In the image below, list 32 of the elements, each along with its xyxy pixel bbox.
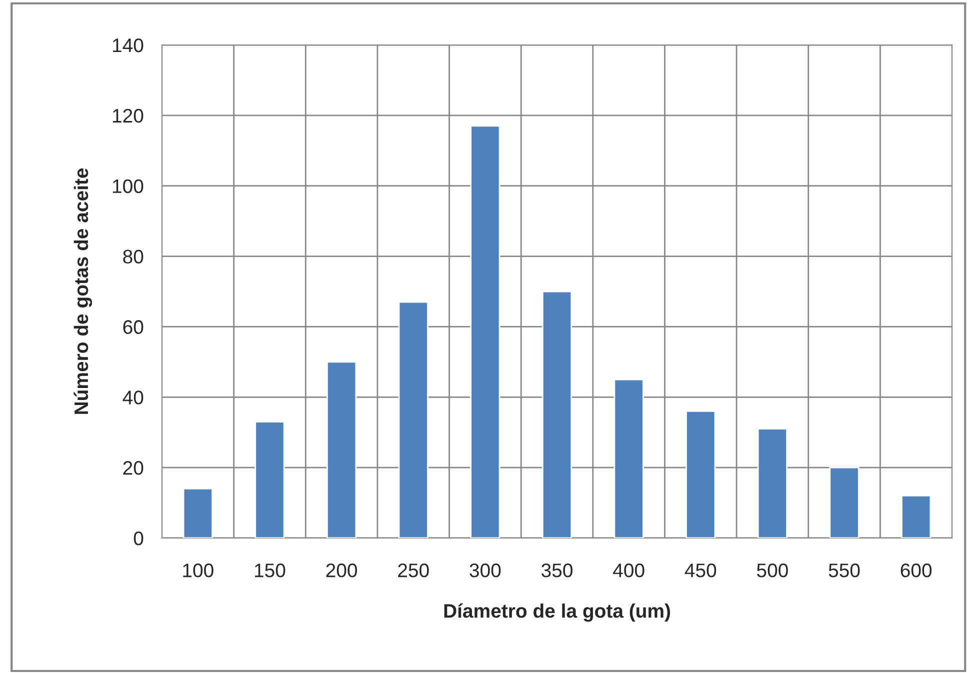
y-tick-label: 140 [112,38,144,52]
bar [470,125,500,538]
x-tick-label: 150 [254,564,286,578]
bar [757,428,788,538]
x-tick-label: 300 [470,564,501,578]
y-tick-label: 20 [123,461,144,475]
bar [686,410,716,538]
bar [614,378,644,538]
x-tick-label: 200 [326,564,358,578]
x-tick-label: 500 [757,564,788,578]
y-tick-label: 60 [123,320,144,334]
x-tick-label: 250 [398,564,429,578]
x-tick-label: 450 [684,564,716,578]
x-tick-label: 400 [613,564,644,578]
bar [398,301,428,538]
y-tick-label: 120 [112,108,144,123]
x-tick-label: 550 [828,564,860,578]
y-axis-title: Número de gotas de aceite [74,168,92,414]
bar [901,495,932,538]
x-tick-label: 600 [900,564,932,578]
x-axis-title: Díametro de la gota (um) [444,603,670,622]
y-tick-label: 0 [134,531,144,546]
y-tick-label: 40 [122,390,144,404]
x-tick-label: 350 [542,564,572,578]
bar [254,421,285,538]
bar [829,466,860,538]
x-tick-label: 100 [183,564,214,578]
bar [182,488,213,538]
y-tick-label: 100 [112,179,144,194]
y-tick-label: 80 [123,250,144,264]
bar [542,290,572,538]
bar [326,361,357,538]
